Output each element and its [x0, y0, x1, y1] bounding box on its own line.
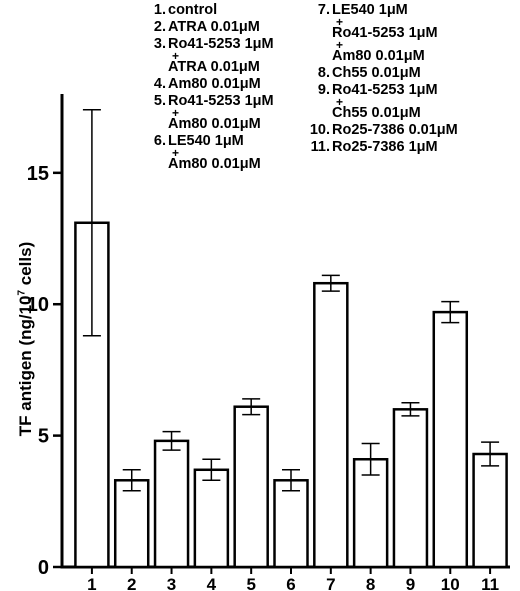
legend-entry: 11. Ro25-7386 1μM: [308, 140, 458, 155]
legend-plus: +: [336, 38, 344, 52]
legend-entry: 9. Ro41-5253 1μM + Ch55 0.01μM: [308, 83, 458, 121]
legend-text: LE540 1μM: [168, 133, 244, 149]
legend-text: Am80 0.01μM: [168, 76, 261, 92]
bar: [472, 452, 508, 569]
bar: [113, 479, 150, 569]
x-axis-ticks: 1 2 3 4 5 6 7 8 9 10 11: [87, 567, 499, 591]
legend-text: Ro25-7386 1μM: [332, 139, 438, 155]
legend-number: 3.: [153, 36, 166, 52]
y-tick-label: 15: [27, 163, 49, 185]
legend-text: Ro41-5253 1μM: [168, 36, 274, 52]
legend-number: 5.: [153, 93, 166, 109]
bar: [233, 405, 269, 569]
y-axis-ticks: 0 5 10 15: [27, 163, 62, 579]
legend-plus: +: [172, 106, 180, 120]
x-tick-label: 6: [286, 575, 295, 591]
legend-entry: 8. Ch55 0.01μM: [308, 66, 458, 81]
x-tick-label: 2: [127, 575, 136, 591]
x-tick-label: 5: [246, 575, 255, 591]
legend-number: 6.: [153, 133, 166, 149]
y-axis-label: TF antigen (ng/107 cells): [16, 241, 35, 437]
legend-number: 2.: [153, 19, 166, 35]
legend-plus: +: [172, 146, 180, 160]
bar: [153, 439, 190, 569]
x-tick-label: 3: [167, 575, 176, 591]
legend-entry: 10. Ro25-7386 0.01μM: [308, 123, 458, 138]
legend-entry: 5. Ro41-5253 1μM + Am80 0.01μM: [144, 94, 274, 132]
legend-text: LE540 1μM: [332, 2, 408, 18]
x-tick-label: 10: [441, 575, 460, 591]
bar: [392, 408, 429, 569]
bar: [432, 310, 469, 569]
y-tick-label: 5: [38, 426, 49, 448]
legend-entry: 7. LE540 1μM + Ro41-5253 1μM + Am80 0.01μM: [308, 3, 458, 64]
legend-text: control: [168, 2, 218, 18]
legend-entry: 4. Am80 0.01μM: [144, 77, 274, 92]
y-tick-label: 10: [27, 294, 49, 316]
x-tick-label: 11: [481, 575, 499, 591]
legend-text: ATRA 0.01μM: [168, 59, 260, 75]
legend-entry: 2. ATRA 0.01μM: [144, 20, 274, 35]
x-tick-label: 7: [326, 575, 335, 591]
legend-text: Ro41-5253 1μM: [332, 82, 438, 98]
legend-text: ATRA 0.01μM: [168, 19, 260, 35]
legend-number: 4.: [153, 76, 166, 92]
chart-error-bars: [82, 109, 500, 492]
x-tick-label: 8: [366, 575, 375, 591]
chart-bars: [74, 221, 508, 569]
legend-number: 7.: [317, 2, 330, 18]
legend-entry: 1. control: [144, 3, 274, 18]
legend-text: Am80 0.01μM: [332, 48, 425, 64]
legend-entry: 6. LE540 1μM + Am80 0.01μM: [144, 134, 274, 172]
legend-number: 10.: [309, 122, 330, 138]
legend-left: 1. control 2. ATRA 0.01μM 3. Ro41-5253 1μM + AT…: [144, 3, 274, 174]
legend-text: Am80 0.01μM: [168, 116, 261, 132]
x-tick-label: 9: [406, 575, 415, 591]
legend-entry: 3. Ro41-5253 1μM + ATRA 0.01μM: [144, 37, 274, 75]
legend-text: Am80 0.01μM: [168, 156, 261, 172]
x-tick-label: 4: [207, 575, 217, 591]
legend-text: Ro25-7386 0.01μM: [332, 122, 458, 138]
legend-text: Ro41-5253 1μM: [168, 93, 274, 109]
bar: [313, 281, 349, 569]
legend-text: Ch55 0.01μM: [332, 105, 421, 121]
legend-number: 1.: [153, 2, 166, 18]
legend-plus: +: [336, 95, 344, 109]
legend-number: 11.: [310, 139, 330, 155]
bar: [273, 479, 309, 569]
legend-text: Ch55 0.01μM: [332, 65, 421, 81]
x-tick-label: 1: [87, 575, 96, 591]
bar: [193, 468, 230, 569]
legend-number: 9.: [317, 82, 330, 98]
legend-number: 8.: [317, 65, 330, 81]
legend-plus: +: [172, 49, 180, 63]
y-tick-label: 0: [38, 557, 49, 579]
legend-text: Ro41-5253 1μM: [332, 25, 438, 41]
legend-plus: +: [336, 15, 344, 29]
legend-right: 7. LE540 1μM + Ro41-5253 1μM + Am80 0.01μM 8. C…: [308, 3, 458, 157]
